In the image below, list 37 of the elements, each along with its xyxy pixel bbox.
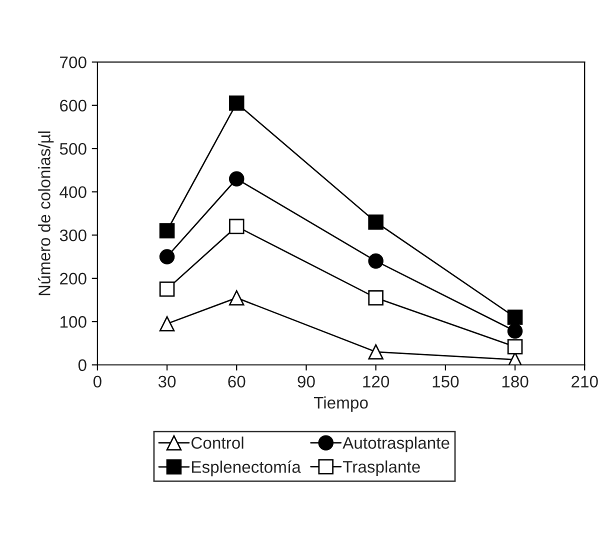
x-tick-label: 0 xyxy=(93,376,102,388)
y-tick-label: 200 xyxy=(60,272,86,285)
y-tick-label: 300 xyxy=(60,229,86,242)
legend-label: Autotrasplante xyxy=(342,436,450,452)
x-tick-label: 30 xyxy=(158,376,176,388)
legend-label: Trasplante xyxy=(342,460,420,476)
y-tick-label: 700 xyxy=(60,56,86,68)
point xyxy=(368,214,384,230)
y-tick-label: 100 xyxy=(60,316,86,328)
x-tick-label: 150 xyxy=(432,376,459,388)
point xyxy=(368,344,384,360)
legend-label: Control xyxy=(191,436,244,449)
y-tick-label: 600 xyxy=(60,100,86,112)
point xyxy=(368,253,384,269)
x-tick-label: 120 xyxy=(363,376,390,388)
x-axis-title: Tiempo xyxy=(314,396,368,412)
y-axis-title: Número de colonias/µl xyxy=(38,131,54,296)
point xyxy=(159,223,175,238)
legend-label: Esplenectomía xyxy=(192,460,301,476)
point xyxy=(229,96,244,111)
point xyxy=(159,316,175,332)
point xyxy=(159,282,175,297)
x-tick-label: 60 xyxy=(228,376,246,388)
point xyxy=(229,290,244,306)
point xyxy=(507,323,523,339)
point xyxy=(229,171,244,186)
x-tick-label: 210 xyxy=(572,376,598,388)
point xyxy=(229,218,244,234)
point xyxy=(159,249,175,264)
x-tick-label: 180 xyxy=(502,376,528,388)
x-tick-label: 90 xyxy=(298,376,315,388)
y-tick-label: 400 xyxy=(60,186,86,198)
point xyxy=(507,339,523,354)
point xyxy=(368,290,384,306)
y-tick-label: 500 xyxy=(60,142,86,155)
y-tick-label: 0 xyxy=(78,359,86,372)
point xyxy=(507,310,523,325)
